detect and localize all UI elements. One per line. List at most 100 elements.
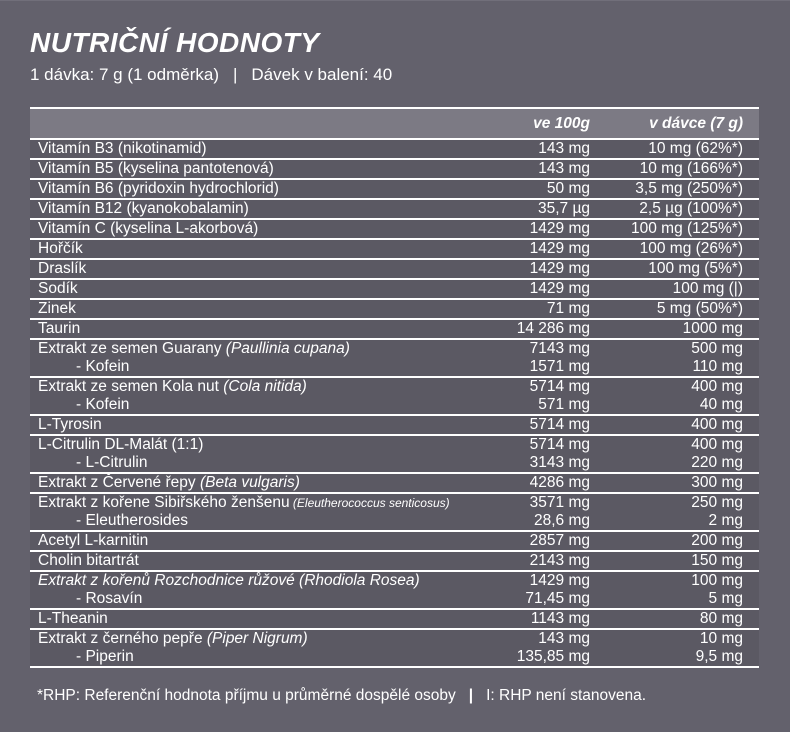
table-subrow: - Eleutherosides 28,6 mg 2 mg bbox=[30, 512, 759, 530]
table-row: Extrakt z kořene Sibiřského ženšenu (Ele… bbox=[30, 494, 759, 512]
ingredient-name: Hořčík bbox=[38, 240, 83, 257]
value-per-100g: 1571 mg bbox=[529, 358, 590, 375]
value-per-dose: 2 mg bbox=[708, 512, 743, 529]
ingredient-name: Vitamín C (kyselina L-akorbová) bbox=[38, 220, 259, 237]
ingredient-name: - Rosavín bbox=[76, 590, 143, 607]
table-group: Acetyl L-karnitin 2857 mg 200 mg bbox=[30, 532, 759, 552]
table-group: Sodík 1429 mg 100 mg (|) bbox=[30, 280, 759, 300]
value-per-100g: 4286 mg bbox=[529, 474, 590, 491]
table-group: Extrakt z kořenů Rozchodnice růžové (Rho… bbox=[30, 572, 759, 610]
value-per-dose: 3,5 mg (250%*) bbox=[635, 180, 743, 197]
value-per-100g: 7143 mg bbox=[529, 340, 590, 357]
table-group: Extrakt z černého pepře (Piper Nigrum) 14… bbox=[30, 630, 759, 668]
table-row: Sodík 1429 mg 100 mg (|) bbox=[30, 280, 759, 298]
table-group: Extrakt ze semen Guarany (Paullinia cupa… bbox=[30, 340, 759, 378]
table-row: Taurin 14 286 mg 1000 mg bbox=[30, 320, 759, 338]
value-per-100g: 1429 mg bbox=[529, 260, 590, 277]
table-row: Hořčík 1429 mg 100 mg (26%*) bbox=[30, 240, 759, 258]
rhp-note: *RHP: Referenční hodnota příjmu u průměr… bbox=[37, 687, 456, 704]
value-per-dose: 40 mg bbox=[699, 396, 743, 413]
table-group: L-Citrulin DL-Malát (1:1) 5714 mg 400 mg - … bbox=[30, 436, 759, 474]
ingredient-name: Vitamín B5 (kyselina pantotenová) bbox=[38, 160, 274, 177]
table-group: Vitamín B6 (pyridoxin hydrochlorid) 50 mg… bbox=[30, 180, 759, 200]
table-row: Extrakt ze semen Kola nut (Cola nitida) 5… bbox=[30, 378, 759, 396]
ingredient-name: Cholin bitartrát bbox=[38, 552, 139, 569]
value-per-100g: 1429 mg bbox=[529, 220, 590, 237]
value-per-100g: 2143 mg bbox=[529, 552, 590, 569]
latin-name: (Piper Nigrum) bbox=[202, 630, 308, 647]
value-per-100g: 5714 mg bbox=[529, 416, 590, 433]
value-per-dose: 100 mg (125%*) bbox=[630, 220, 743, 237]
table-group: L-Theanin 1143 mg 80 mg bbox=[30, 610, 759, 630]
table-row: Extrakt z černého pepře (Piper Nigrum) 14… bbox=[30, 630, 759, 648]
value-per-dose: 220 mg bbox=[691, 454, 743, 471]
table-row: Draslík 1429 mg 100 mg (5%*) bbox=[30, 260, 759, 278]
ingredient-name: - Eleutherosides bbox=[76, 512, 189, 529]
table-group: Cholin bitartrát 2143 mg 150 mg bbox=[30, 552, 759, 572]
table-group: Vitamín B5 (kyselina pantotenová) 143 mg 1… bbox=[30, 160, 759, 180]
value-per-100g: 3143 mg bbox=[529, 454, 590, 471]
table-row: Vitamín C (kyselina L-akorbová) 1429 mg 10… bbox=[30, 220, 759, 238]
table-row: Extrakt z kořenů Rozchodnice růžové (Rho… bbox=[30, 572, 759, 590]
value-per-100g: 35,7 µg bbox=[537, 200, 590, 217]
latin-name: (Beta vulgaris) bbox=[195, 474, 300, 491]
value-per-100g: 5714 mg bbox=[529, 436, 590, 453]
table-row: L-Theanin 1143 mg 80 mg bbox=[30, 610, 759, 628]
value-per-dose: 5 mg (50%*) bbox=[656, 300, 743, 317]
value-per-dose: 400 mg bbox=[691, 416, 743, 433]
value-per-100g: 50 mg bbox=[546, 180, 590, 197]
table-group: L-Tyrosin 5714 mg 400 mg bbox=[30, 416, 759, 436]
ingredient-name: Vitamín B12 (kyanokobalamin) bbox=[38, 200, 249, 217]
ingredient-name: Vitamín B6 (pyridoxin hydrochlorid) bbox=[38, 180, 279, 197]
value-per-100g: 143 mg bbox=[538, 160, 590, 177]
value-per-100g: 2857 mg bbox=[529, 532, 590, 549]
ingredient-name: Extrakt z černého pepře (Piper Nigrum) bbox=[38, 630, 308, 647]
table-subrow: - Kofein 571 mg 40 mg bbox=[30, 396, 759, 414]
table-row: Cholin bitartrát 2143 mg 150 mg bbox=[30, 552, 759, 570]
value-per-100g: 143 mg bbox=[538, 140, 590, 157]
value-per-dose: 150 mg bbox=[691, 552, 743, 569]
latin-name: (Paullinia cupana) bbox=[221, 340, 350, 357]
value-per-dose: 80 mg bbox=[699, 610, 743, 627]
ingredient-name: Extrakt z kořenů Rozchodnice růžové (Rho… bbox=[38, 572, 420, 589]
table-row: Acetyl L-karnitin 2857 mg 200 mg bbox=[30, 532, 759, 550]
value-per-100g: 1429 mg bbox=[529, 240, 590, 257]
footnote-divider: | bbox=[468, 687, 474, 704]
value-per-dose: 10 mg bbox=[699, 630, 743, 647]
nutrition-table: ve 100g v dávce (7 g) Vitamín B3 (nikoti… bbox=[30, 107, 759, 668]
value-per-100g: 135,85 mg bbox=[516, 648, 590, 665]
value-per-100g: 5714 mg bbox=[529, 378, 590, 395]
table-row: Vitamín B5 (kyselina pantotenová) 143 mg 1… bbox=[30, 160, 759, 178]
footnote: *RHP: Referenční hodnota příjmu u průměr… bbox=[30, 687, 759, 705]
serving-size: 1 dávka: 7 g (1 odměrka) bbox=[30, 65, 219, 84]
servings-per-pack: Dávek v balení: 40 bbox=[251, 65, 393, 84]
value-per-dose: 10 mg (62%*) bbox=[648, 140, 743, 157]
ingredient-name: Draslík bbox=[38, 260, 87, 277]
ingredient-name: Extrakt z kořene Sibiřského ženšenu (Ele… bbox=[38, 494, 450, 511]
ingredient-name: Sodík bbox=[38, 280, 78, 297]
value-per-dose: 400 mg bbox=[691, 436, 743, 453]
nutrition-table-body: Vitamín B3 (nikotinamid) 143 mg 10 mg (62%… bbox=[30, 140, 759, 668]
ingredient-name: Vitamín B3 (nikotinamid) bbox=[38, 140, 207, 157]
table-row: L-Citrulin DL-Malát (1:1) 5714 mg 400 mg bbox=[30, 436, 759, 454]
ingredient-name: - Kofein bbox=[76, 396, 130, 413]
ingredient-name: Acetyl L-karnitin bbox=[38, 532, 149, 549]
table-group: Hořčík 1429 mg 100 mg (26%*) bbox=[30, 240, 759, 260]
nutrition-label: NUTRIČNÍ HODNOTY 1 dávka: 7 g (1 odměrka… bbox=[0, 1, 790, 705]
ingredient-name: L-Theanin bbox=[38, 610, 108, 627]
value-per-dose: 10 mg (166%*) bbox=[639, 160, 743, 177]
table-row: L-Tyrosin 5714 mg 400 mg bbox=[30, 416, 759, 434]
table-row: Vitamín B6 (pyridoxin hydrochlorid) 50 mg… bbox=[30, 180, 759, 198]
value-per-dose: 110 mg bbox=[692, 358, 743, 375]
value-per-dose: 100 mg (|) bbox=[672, 280, 743, 297]
value-per-100g: 3571 mg bbox=[529, 494, 590, 511]
value-per-100g: 1143 mg bbox=[530, 610, 590, 627]
value-per-100g: 1429 mg bbox=[529, 280, 590, 297]
value-per-dose: 250 mg bbox=[691, 494, 743, 511]
ingredient-name: Taurin bbox=[38, 320, 81, 337]
table-group: Vitamín C (kyselina L-akorbová) 1429 mg 10… bbox=[30, 220, 759, 240]
value-per-100g: 571 mg bbox=[538, 396, 590, 413]
value-per-dose: 200 mg bbox=[691, 532, 743, 549]
serving-subtitle: 1 dávka: 7 g (1 odměrka) | Dávek v balen… bbox=[30, 65, 759, 85]
table-row: Zinek 71 mg 5 mg (50%*) bbox=[30, 300, 759, 318]
